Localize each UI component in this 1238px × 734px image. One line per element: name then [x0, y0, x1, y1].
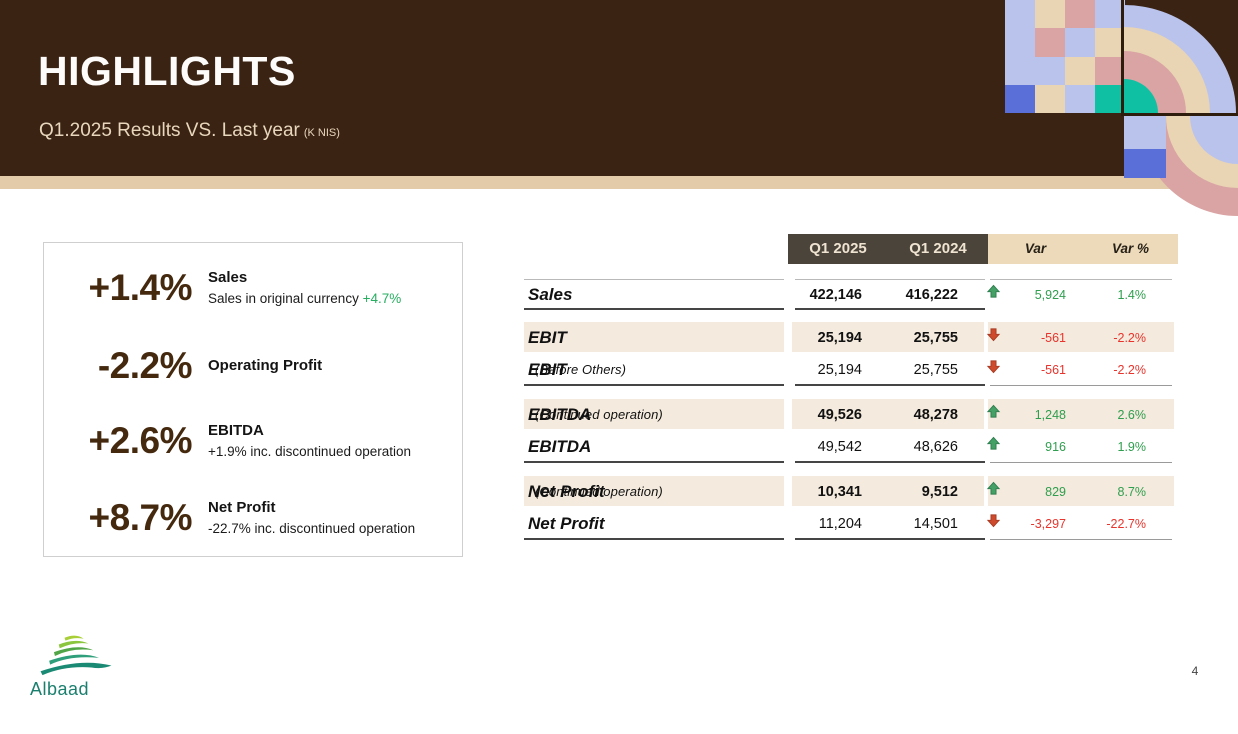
divider: [524, 384, 784, 386]
divider: [990, 279, 1172, 280]
cell-q1-2025: 25,194: [817, 330, 862, 346]
divider: [795, 279, 985, 280]
stat-label: Net Profit: [208, 499, 276, 517]
trend-up-icon: [986, 433, 1004, 461]
stat-value: +8.7%: [88, 497, 193, 538]
divider: [990, 385, 1172, 386]
cell-var: -3,297: [1030, 517, 1066, 531]
stat-note-accent: +4.7%: [362, 291, 402, 307]
cell-var-pct: 1.4%: [1117, 288, 1147, 302]
stat-note: Sales in original currency +4.7%: [208, 291, 402, 307]
stat-row-net-profit: +8.7% Net Profit -22.7% inc. discontinue…: [44, 487, 462, 549]
cell-q1-2024: 48,626: [913, 439, 958, 455]
cell-q1-2025: 49,542: [817, 439, 862, 455]
column-header-var-pct: Var %: [1111, 241, 1150, 256]
divider: [795, 308, 985, 310]
column-header-q1-2024: Q1 2024: [909, 240, 967, 257]
albaad-logo: Albaad: [28, 632, 124, 700]
stat-label: Operating Profit: [208, 357, 323, 375]
stat-note: -22.7% inc. discontinued operation: [208, 521, 416, 537]
mosaic-decoration: [1005, 0, 1125, 113]
column-header-q1-2025: Q1 2025: [809, 240, 867, 257]
table-row-ebit-before-others: EBIT (Before Others) 25,194 25,755 -561 -…: [524, 356, 1178, 384]
cell-q1-2025: 11,204: [818, 516, 862, 532]
column-header-var: Var: [1024, 241, 1047, 256]
trend-up-icon: [986, 281, 1004, 309]
cell-q1-2025: 25,194: [817, 362, 862, 378]
stat-value: +2.6%: [88, 420, 193, 461]
cell-var-pct: -2.2%: [1113, 331, 1146, 345]
cell-q1-2024: 416,222: [905, 287, 958, 303]
cell-var: 916: [1045, 440, 1066, 454]
table-row-ebit: EBIT 25,194 25,755 -561 -2.2%: [524, 322, 1178, 352]
table-row-net-profit: Net Profit 11,204 14,501 -3,297 -22.7%: [524, 510, 1178, 538]
divider: [524, 538, 784, 540]
cell-var-pct: -22.7%: [1106, 517, 1146, 531]
trend-up-icon: [986, 478, 1004, 506]
divider: [524, 461, 784, 463]
trend-down-icon: [986, 510, 1004, 538]
cell-q1-2024: 9,512: [921, 484, 958, 500]
page-title: HIGHLIGHTS: [38, 48, 296, 94]
table-header-var: Var Var %: [988, 234, 1178, 264]
stat-label: Sales: [208, 269, 248, 287]
cell-q1-2025: 422,146: [809, 287, 862, 303]
cell-var-pct: 8.7%: [1117, 485, 1147, 499]
cell-var-pct: 2.6%: [1117, 408, 1147, 422]
divider: [990, 462, 1172, 463]
stat-note: +1.9% inc. discontinued operation: [208, 444, 412, 460]
cell-q1-2025: 10,341: [817, 484, 862, 500]
cell-q1-2024: 25,755: [913, 362, 958, 378]
stat-value: +1.4%: [88, 267, 193, 308]
albaad-logo-text: Albaad: [30, 679, 90, 699]
arc-decoration-lower: [1124, 116, 1238, 220]
trend-up-icon: [986, 401, 1004, 429]
stat-row-ebitda: +2.6% EBITDA +1.9% inc. discontinued ope…: [44, 410, 462, 472]
trend-down-icon: [986, 356, 1004, 384]
table-row-ebitda-continued: EBITDA (Continued operation) 49,526 48,27…: [524, 399, 1178, 429]
albaad-logo-swoosh: [40, 635, 112, 676]
table-row-net-profit-continued: Net Profit (Continued operation) 10,341 9…: [524, 476, 1178, 506]
divider: [990, 539, 1172, 540]
table-header-periods: Q1 2025 Q1 2024: [788, 234, 988, 264]
cell-q1-2025: 49,526: [817, 407, 862, 423]
cell-var-pct: -2.2%: [1113, 363, 1146, 377]
cell-var: 829: [1045, 485, 1066, 499]
cell-q1-2024: 14,501: [913, 516, 958, 532]
table-row-sales: Sales 422,146 416,222 5,924 1.4%: [524, 281, 1178, 309]
highlights-panel: +1.4% Sales Sales in original currency +…: [43, 242, 463, 557]
frame-line-vertical: [1121, 0, 1124, 116]
subtitle-unit: (K NIS): [303, 127, 340, 139]
cell-var: -561: [1040, 331, 1066, 345]
cell-var: 1,248: [1034, 408, 1066, 422]
cell-var-pct: 1.9%: [1117, 440, 1147, 454]
cell-var: -561: [1040, 363, 1066, 377]
trend-down-icon: [986, 324, 1004, 352]
divider: [795, 384, 985, 386]
divider: [524, 279, 784, 280]
table-row-ebitda: EBITDA 49,542 48,626 916 1.9%: [524, 433, 1178, 461]
divider: [524, 308, 784, 310]
header-accent-strip: [0, 176, 1238, 189]
cell-q1-2024: 25,755: [913, 330, 958, 346]
stat-label: EBITDA: [208, 422, 264, 440]
stat-value: -2.2%: [97, 345, 193, 386]
page-number: 4: [1191, 664, 1199, 678]
divider: [795, 461, 985, 463]
cell-var: 5,924: [1034, 288, 1066, 302]
stat-row-sales: +1.4% Sales Sales in original currency +…: [44, 257, 462, 319]
subtitle-text: Q1.2025 Results VS. Last year: [39, 120, 300, 141]
cell-q1-2024: 48,278: [913, 407, 958, 423]
stat-row-operating-profit: -2.2% Operating Profit: [44, 335, 462, 397]
page-subtitle: Q1.2025 Results VS. Last year (K NIS): [39, 120, 340, 142]
frame-line-horizontal: [1121, 113, 1238, 116]
arc-decoration-upper: [1124, 5, 1238, 113]
divider: [795, 538, 985, 540]
